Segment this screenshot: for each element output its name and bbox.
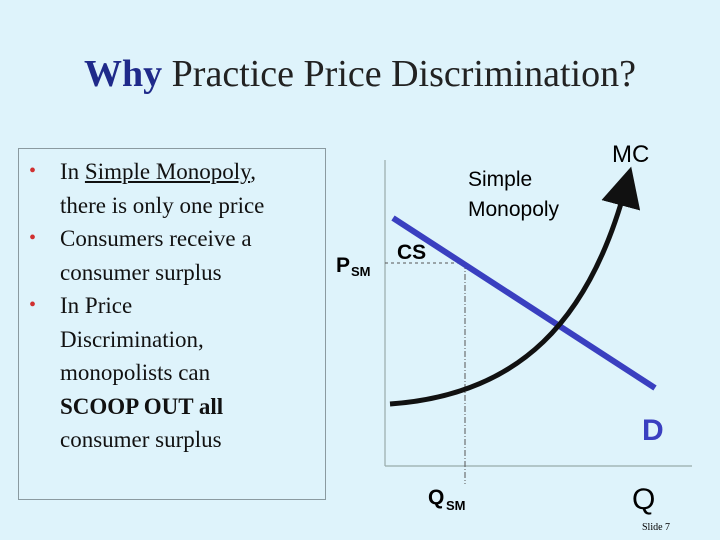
demand-curve (391, 215, 657, 391)
slide-title: Why Practice Price Discrimination? (0, 52, 720, 96)
title-rest: Practice Price Discrimination? (171, 53, 636, 95)
underlined-text: Simple Monopoly (84, 159, 251, 184)
line: In Price (60, 293, 133, 318)
line: Consumers receive a (60, 226, 252, 251)
demand-label: D (642, 414, 664, 447)
bullet: • In Simple Monopoly, there is only one … (19, 155, 325, 222)
mc-label: MC (612, 141, 649, 168)
bullet: • Consumers receive a consumer surplus (19, 222, 325, 289)
bullet: • In Price Discrimination, monopolists c… (19, 289, 325, 457)
bullet-dot: • (29, 227, 37, 249)
text: In (60, 159, 85, 184)
line: Discrimination, (60, 326, 204, 352)
line: monopolists can (60, 360, 211, 385)
slide-number: Slide 7 (642, 522, 670, 533)
price-label-sub: SM (351, 264, 371, 279)
line: consumer surplus (60, 427, 222, 452)
monopoly-label: Monopoly (468, 198, 560, 221)
cs-label: CS (397, 241, 426, 264)
bullet-dot: • (29, 160, 37, 182)
axis-label: Q (632, 483, 655, 516)
line: In Simple Monopoly, (60, 155, 325, 189)
price-label: P (336, 254, 350, 277)
bullet-box: • In Simple Monopoly, there is only one … (18, 148, 326, 500)
line: consumer surplus (60, 259, 222, 285)
mc-curve (389, 166, 641, 407)
text: , (250, 159, 256, 184)
monopoly-label: Simple (468, 168, 532, 191)
line: SCOOP OUT all (60, 393, 224, 419)
quantity-label-sub: SM (446, 498, 466, 513)
title-lead: Why (84, 53, 163, 95)
line: there is only one price (60, 192, 265, 218)
bullet-dot: • (29, 294, 37, 316)
quantity-label: Q (428, 486, 444, 509)
